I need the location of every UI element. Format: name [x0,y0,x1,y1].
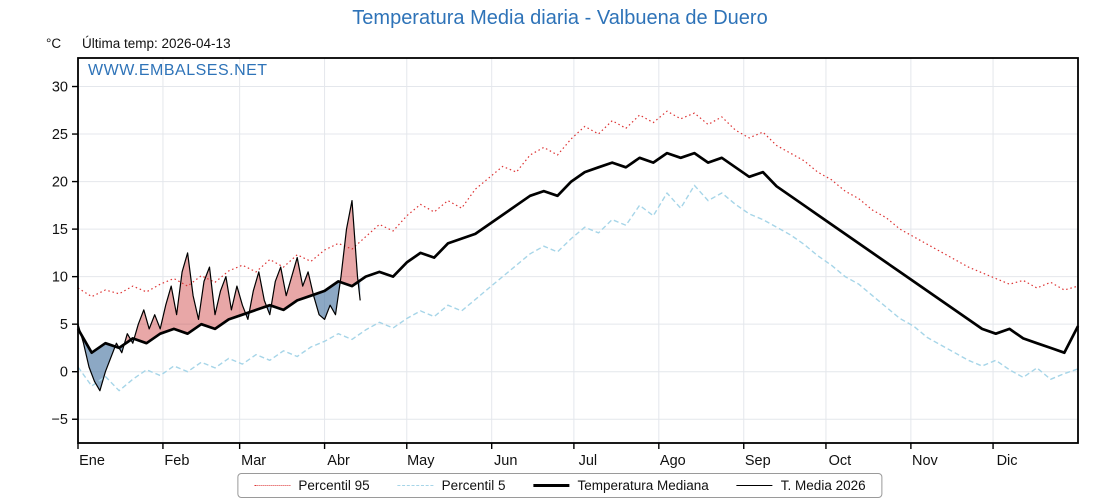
series-line-p95 [77,110,1079,298]
x-tick-label: Ene [79,453,105,469]
mediana-line-swatch [533,484,570,487]
legend-item-t-media-2026: T. Media 2026 [736,478,866,493]
y-tick-label: 10 [52,270,68,286]
y-tick-label: 30 [52,80,68,96]
x-tick-label: Jul [579,453,598,469]
series-line-mediana [76,151,1080,355]
x-tick-label: Sep [745,453,771,469]
y-tick-label: 25 [52,127,68,143]
x-tick-label: Dic [997,453,1018,469]
x-tick-label: May [407,453,435,469]
percentil-95-line-swatch [254,485,291,486]
x-tick-label: Feb [164,453,189,469]
legend-label-t-media-2026: T. Media 2026 [780,478,866,493]
x-tick-label: Jun [494,453,517,469]
legend-item-mediana: Temperatura Mediana [533,478,709,493]
y-tick-label: 20 [52,175,68,191]
series-line-t2026 [77,200,361,392]
legend-item-percentil-95: Percentil 95 [254,478,370,493]
chart-title: Temperatura Media diaria - Valbuena de D… [352,7,768,29]
series-line-p5 [77,184,1079,392]
y-tick-label: 5 [60,317,68,333]
watermark-text: WWW.EMBALSES.NET [88,62,268,79]
plot-border [77,57,1079,444]
x-tick-label: Oct [829,453,852,469]
percentil-5-line-swatch [397,485,434,486]
y-axis-unit-label: °C [46,36,62,51]
legend-label-mediana: Temperatura Mediana [577,478,709,493]
x-tick-label: Nov [912,453,939,469]
t-media-2026-line-swatch [736,485,773,486]
legend-label-percentil-5: Percentil 5 [441,478,506,493]
y-tick-label: 0 [60,365,68,381]
x-tick-label: Ago [660,453,686,469]
legend-item-percentil-5: Percentil 5 [397,478,506,493]
legend-label-percentil-95: Percentil 95 [298,478,370,493]
y-tick-label: 15 [52,222,68,238]
y-tick-label: −5 [51,412,68,428]
fill-below-median [78,280,361,391]
fill-above-median [78,200,361,353]
last-temp-annotation: Última temp: 2026-04-13 [82,36,231,51]
x-tick-label: Abr [327,453,350,469]
chart-legend: Percentil 95 Percentil 5 Temperatura Med… [237,473,883,498]
x-tick-label: Mar [241,453,266,469]
